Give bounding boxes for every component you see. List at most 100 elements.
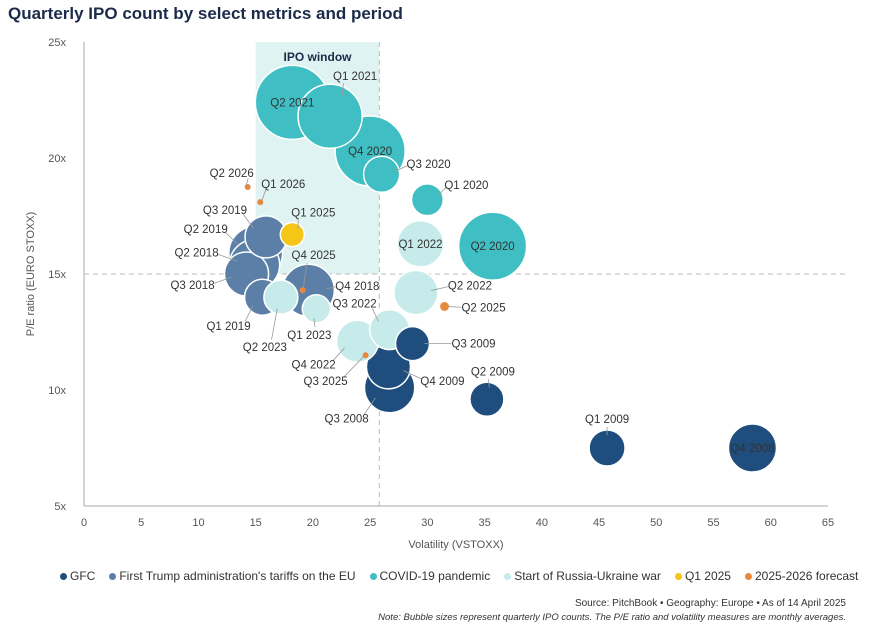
bubble-label: Q2 2009	[471, 366, 515, 378]
x-tick-label: 45	[593, 517, 605, 529]
leader-line	[213, 276, 232, 284]
bubble-label: Q3 2022	[333, 299, 377, 311]
bubble-q1-2025	[279, 221, 306, 248]
bubble-q1-2020	[410, 183, 445, 217]
bubble-q3-2025	[362, 352, 369, 359]
y-tick-label: 5x	[54, 501, 66, 513]
leader-line	[245, 178, 249, 186]
bubble-q2-2020	[457, 211, 528, 281]
bubble-q2-2009	[469, 381, 505, 418]
bubble-label: Q3 2020	[407, 159, 451, 171]
bubble-label: Q2 2025	[461, 302, 505, 314]
y-tick-label: 15x	[48, 269, 66, 281]
bubble-label: Q3 2018	[170, 280, 214, 292]
legend: GFC First Trump administration's tariffs …	[60, 569, 858, 583]
leader-line	[437, 187, 447, 197]
x-tick-label: 0	[81, 517, 87, 529]
bubble-q1-2021	[297, 83, 363, 150]
bubble-label: Q2 2019	[184, 224, 228, 236]
y-tick-label: 10x	[48, 385, 66, 397]
leader-line	[487, 379, 490, 388]
leader-line	[326, 286, 336, 290]
bubble-label: Q1 2021	[333, 71, 377, 83]
bubble-label: Q2 2020	[471, 241, 515, 253]
bubble-label: Q3 2008	[325, 414, 369, 426]
bubble-q2-2026	[244, 183, 251, 191]
legend-dot-icon	[674, 572, 682, 580]
x-tick-label: 30	[421, 517, 433, 529]
legend-dot-icon	[504, 572, 512, 580]
x-tick-label: 35	[478, 517, 490, 529]
leader-line	[302, 262, 308, 289]
bubble-q1-2023	[301, 293, 332, 324]
bubble-label: Q2 2023	[243, 342, 287, 354]
bubble-q2-2022	[393, 269, 439, 316]
legend-item: Start of Russia-Ukraine war	[504, 569, 661, 583]
bubble-label: Q4 2018	[335, 281, 379, 293]
leader-line	[343, 356, 365, 378]
legend-dot-icon	[369, 572, 377, 580]
x-tick-label: 15	[250, 517, 262, 529]
bubble-label: Q1 2023	[287, 330, 331, 342]
bubble-label: Q2 2021	[270, 97, 314, 109]
bubble-label: Q2 2026	[210, 168, 254, 180]
legend-dot-icon	[109, 572, 117, 580]
bubble-q2-2025	[438, 300, 451, 313]
leader-line	[341, 82, 344, 98]
x-tick-label: 20	[307, 517, 319, 529]
legend-label: GFC	[70, 569, 96, 583]
y-axis-title: P/E ratio (EURO STOXX)	[25, 212, 37, 337]
leader-line	[431, 286, 449, 291]
bubble-label: Q1 2022	[398, 239, 442, 251]
bubble-label: Q4 2022	[292, 359, 336, 371]
legend-dot-icon	[744, 572, 752, 580]
x-tick-label: 25	[364, 517, 376, 529]
x-tick-label: 55	[707, 517, 719, 529]
bubble-label: Q3 2009	[451, 339, 495, 351]
bubble-q4-2025	[299, 287, 306, 294]
legend-item: COVID-19 pandemic	[369, 569, 490, 583]
leader-line	[244, 305, 254, 322]
note-text: Note: Bubble sizes represent quarterly I…	[378, 612, 846, 623]
legend-item: 2025-2026 forecast	[744, 569, 859, 583]
leader-line	[403, 370, 422, 380]
leader-line	[371, 308, 379, 322]
leader-line	[243, 214, 255, 230]
x-tick-label: 10	[192, 517, 204, 529]
legend-item: First Trump administration's tariffs on …	[109, 569, 356, 583]
y-tick-label: 20x	[48, 153, 66, 165]
legend-dot-icon	[60, 572, 67, 580]
legend-item: Q1 2025	[674, 569, 731, 583]
bubble-label: Q3 2019	[203, 205, 247, 217]
bubble-label: Q1 2020	[444, 180, 488, 192]
leader-line	[217, 253, 238, 262]
legend-label: Q1 2025	[684, 569, 731, 583]
x-tick-label: 65	[822, 517, 834, 529]
legend-label: 2025-2026 forecast	[754, 569, 859, 583]
legend-label: First Trump administration's tariffs on …	[119, 569, 356, 583]
bubble-label: Q1 2025	[291, 208, 335, 220]
bubble-label: Q1 2019	[206, 321, 250, 333]
bubble-q2-2023	[263, 279, 299, 315]
bubble-q3-2020	[362, 155, 401, 193]
x-tick-label: 50	[650, 517, 662, 529]
bubble-label: Q2 2018	[174, 248, 218, 260]
bubble-q4-2008	[727, 423, 778, 473]
labels-layer: Q2 2021 Q4 2020 Q2 2020 Q1 2021 Q2 2019 Q4 20…	[170, 71, 774, 455]
leader-line	[261, 188, 267, 201]
bubble-label: Q4 2009	[420, 376, 464, 388]
x-tick-label: 60	[765, 517, 777, 529]
leader-line	[364, 397, 376, 415]
leader-line	[448, 306, 462, 308]
bubble-q1-2022	[396, 220, 445, 268]
legend-item: GFC	[60, 569, 95, 583]
x-axis-title: Volatility (VSTOXX)	[408, 539, 503, 551]
bubble-label: Q3 2025	[304, 376, 348, 388]
legend-label: Start of Russia-Ukraine war	[514, 569, 661, 583]
ipo-window-label: IPO window	[284, 50, 353, 64]
y-tick-label: 25x	[48, 37, 66, 49]
bubble-label: Q2 2022	[448, 281, 492, 293]
bubble-label: Q4 2020	[348, 146, 392, 158]
leader-line	[225, 232, 240, 246]
